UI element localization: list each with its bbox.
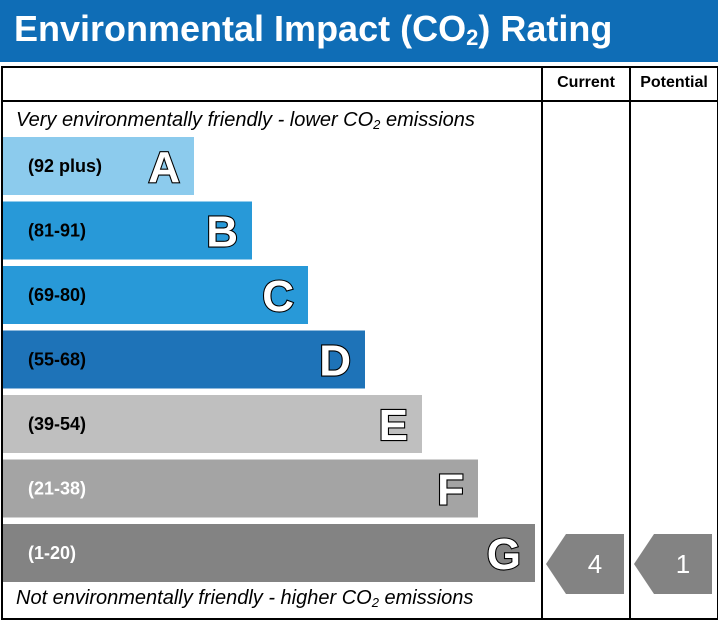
rating-band-f: (21-38) F bbox=[3, 459, 478, 518]
rating-bars: (92 plus) A (81-91) B (69-80) C (55-68) D (39-54… bbox=[3, 137, 535, 582]
bar-f bbox=[3, 459, 478, 518]
band-range-label: (81-91) bbox=[28, 221, 86, 241]
caption-bottom: Not environmentally friendly - higher CO… bbox=[16, 587, 474, 610]
current-rating-arrow bbox=[546, 534, 624, 594]
potential-rating-arrow bbox=[634, 534, 712, 594]
column-header-potential: Potential bbox=[640, 74, 708, 91]
bar-e bbox=[3, 395, 422, 453]
rating-band-a: (92 plus) A bbox=[3, 137, 194, 195]
current-rating-value: 4 bbox=[588, 549, 602, 579]
rating-band-b: (81-91) B bbox=[3, 201, 252, 260]
rating-band-c: (69-80) C bbox=[3, 266, 308, 324]
band-range-label: (1-20) bbox=[28, 543, 76, 563]
grid-lines bbox=[1, 66, 717, 618]
band-letter: B bbox=[206, 208, 238, 257]
band-range-label: (55-68) bbox=[28, 350, 86, 370]
bar-d bbox=[3, 330, 365, 389]
bar-c bbox=[3, 266, 308, 324]
column-header-current: Current bbox=[557, 74, 615, 91]
potential-rating-value: 1 bbox=[676, 549, 690, 579]
page-title: Environmental Impact (CO2) Rating bbox=[14, 8, 613, 50]
rating-band-e: (39-54) E bbox=[3, 395, 422, 453]
band-letter: C bbox=[262, 272, 294, 321]
band-letter: F bbox=[437, 466, 464, 515]
band-letter: D bbox=[319, 337, 351, 386]
caption-top: Very environmentally friendly - lower CO… bbox=[16, 109, 475, 132]
rating-band-d: (55-68) D bbox=[3, 330, 365, 389]
band-letter: A bbox=[148, 143, 180, 192]
band-range-label: (39-54) bbox=[28, 414, 86, 434]
header-bar: Environmental Impact (CO2) Rating bbox=[0, 0, 718, 62]
band-letter: G bbox=[487, 530, 521, 579]
rating-band-g: (1-20) G bbox=[3, 524, 535, 582]
band-range-label: (92 plus) bbox=[28, 156, 102, 176]
band-letter: E bbox=[379, 401, 408, 450]
current-rating: 4 bbox=[546, 534, 624, 594]
bar-g bbox=[3, 524, 535, 582]
band-range-label: (21-38) bbox=[28, 479, 86, 499]
bar-a bbox=[3, 137, 194, 195]
potential-rating: 1 bbox=[634, 534, 712, 594]
band-range-label: (69-80) bbox=[28, 285, 86, 305]
bar-b bbox=[3, 201, 252, 260]
